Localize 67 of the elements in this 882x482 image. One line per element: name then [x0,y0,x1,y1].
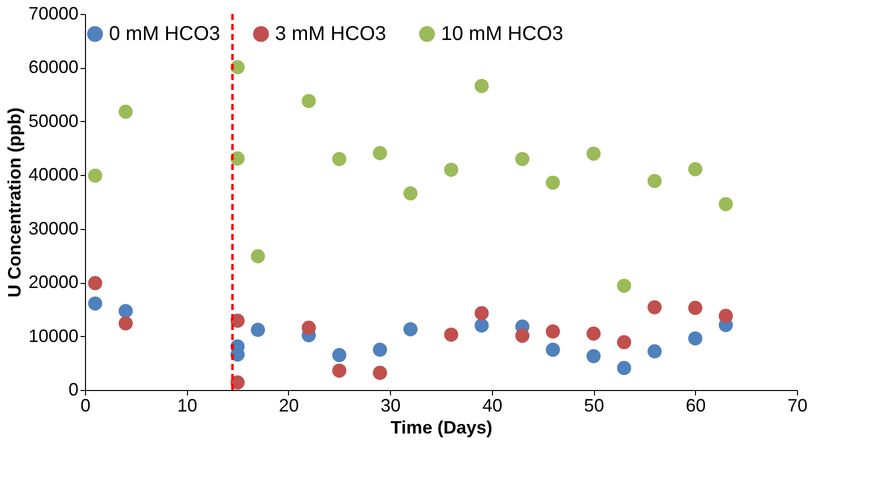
point [546,342,560,357]
y-tick-label: 30000 [28,218,78,238]
point [372,342,388,357]
point [118,316,133,330]
point [302,320,316,335]
point [230,151,245,166]
point [718,308,733,323]
point [88,296,102,311]
x-tick-label: 60 [686,396,706,416]
point [444,162,458,177]
point [230,314,245,328]
point [648,344,662,358]
point [372,146,388,160]
x-tick-label: 70 [787,396,808,416]
point [546,176,560,190]
point [118,304,133,318]
point [230,375,245,390]
point [586,146,601,161]
y-tick-label: 0 [68,380,78,400]
point [474,78,489,94]
y-tick-label: 40000 [28,164,78,185]
point [403,186,418,200]
point [332,364,346,378]
point [332,152,346,166]
y-tick-label: 10000 [28,326,78,346]
point [688,300,702,315]
point [617,360,632,376]
x-tick-label: 30 [380,396,401,416]
point [444,328,458,342]
y-tick-label: 20000 [28,272,78,292]
point [372,366,388,380]
legend-label: 10 mM HCO3 [441,23,564,45]
point [648,300,662,314]
point [250,249,265,264]
point [546,324,560,339]
point [302,94,316,108]
x-tick-label: 50 [584,396,604,416]
point [250,322,265,337]
point [617,335,632,350]
point [648,174,662,188]
y-axis-title: U Concentration (ppb) [4,108,24,298]
point [688,331,702,346]
point [332,348,346,362]
point [688,162,702,176]
point [586,326,601,341]
x-tick-label: 20 [278,396,299,416]
legend-label: 0 mM HCO3 [109,23,220,45]
point [88,276,102,290]
point [515,328,530,343]
x-tick-label: 0 [80,396,91,416]
y-tick-label: 50000 [28,110,78,131]
point [474,306,489,320]
point [403,322,418,336]
x-axis-title: Time (Days) [390,418,492,438]
x-tick-label: 10 [177,396,198,416]
point [88,168,102,183]
point [515,152,530,166]
x-tick-label: 40 [482,396,502,416]
y-tick-label: 70000 [28,4,78,24]
point [118,104,133,119]
point [474,318,489,333]
legend-label: 3 mM HCO3 [275,23,386,45]
point [230,60,245,74]
point [617,278,632,293]
point [718,197,733,212]
point [586,349,601,364]
y-tick-label: 60000 [28,57,78,78]
